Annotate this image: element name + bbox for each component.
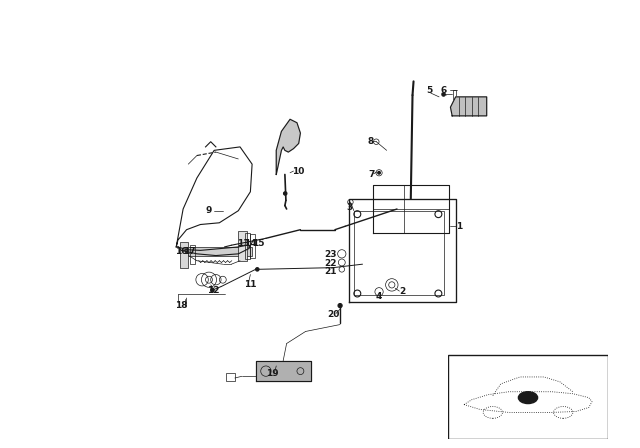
Text: 10: 10 [292,167,305,176]
Polygon shape [276,119,300,174]
Circle shape [518,392,538,404]
Text: 9: 9 [206,206,212,215]
Text: 20: 20 [327,310,339,319]
Circle shape [378,172,380,174]
Bar [245,233,250,259]
Polygon shape [451,97,486,116]
Text: 7: 7 [368,170,374,179]
Bar [354,211,444,295]
Text: 11: 11 [244,280,257,289]
Text: 16: 16 [175,247,188,256]
Text: 8: 8 [368,137,374,146]
Bar [188,247,252,255]
Text: 21: 21 [324,267,337,276]
Text: 3: 3 [346,203,353,212]
Bar [259,362,300,380]
Bar [238,232,247,261]
Text: 19: 19 [266,370,279,379]
Circle shape [442,93,445,96]
Text: 23: 23 [324,250,337,259]
Circle shape [338,303,342,308]
Text: 15: 15 [252,239,264,248]
Text: 4: 4 [376,293,382,302]
Text: 2: 2 [399,287,405,296]
Text: 13: 13 [237,239,250,248]
Bar [190,245,195,264]
Circle shape [211,289,214,292]
Text: 14: 14 [244,239,257,248]
Bar [448,355,608,439]
Text: 18: 18 [175,301,188,310]
Circle shape [255,267,259,271]
Bar [250,234,255,258]
Text: 12: 12 [207,285,220,294]
Circle shape [284,192,287,195]
Text: 1: 1 [456,222,462,231]
Bar [180,242,188,267]
Text: 17: 17 [183,247,196,256]
Text: 5: 5 [427,86,433,95]
Bar [226,373,235,382]
Text: 22: 22 [324,259,337,268]
Polygon shape [255,361,311,382]
Text: 6: 6 [440,86,447,95]
